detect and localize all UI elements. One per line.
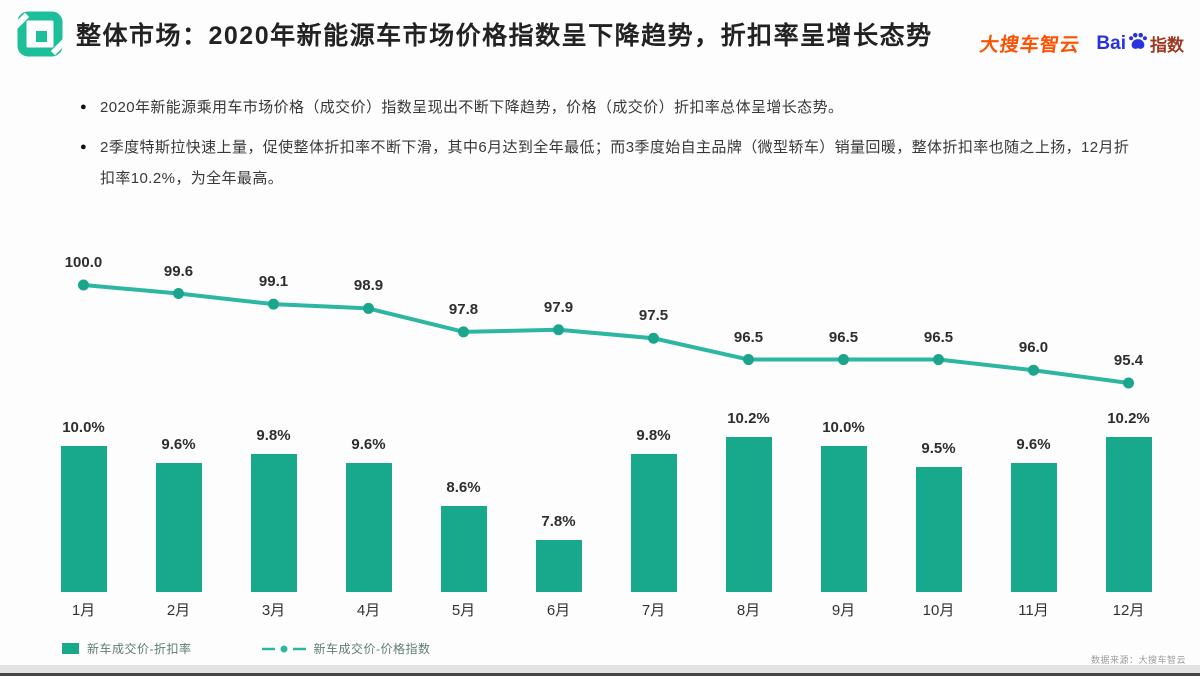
baidu-wordmark: Bai	[1096, 32, 1126, 54]
bar-value-label: 10.0%	[62, 419, 105, 436]
price-index-point	[458, 326, 469, 338]
baidu-index-logo: Bai 指数	[1096, 31, 1184, 56]
line-legend-swatch	[261, 644, 306, 654]
bullet-item: ● 2020年新能源乘用车市场价格（成交价）指数呈现出不断下降趋势，价格（成交价…	[78, 92, 1140, 123]
line-value-label: 99.6	[163, 262, 194, 280]
month-label: 7月	[641, 602, 666, 619]
dasouche-zhiyun-wordmark: 大搜车智云	[978, 35, 1082, 56]
discount-bar	[630, 454, 677, 592]
price-index-line	[78, 279, 1134, 389]
price-index-point	[1123, 377, 1134, 389]
line-value-label: 96.5	[828, 328, 859, 346]
bottom-edge	[0, 673, 1200, 676]
discount-bar	[915, 467, 962, 592]
discount-bar	[250, 454, 297, 592]
discount-bar	[1105, 437, 1152, 592]
month-label: 11月	[1018, 602, 1049, 619]
price-index-point	[78, 279, 89, 291]
baidu-paw-icon	[1128, 31, 1148, 56]
line-value-label: 97.5	[638, 307, 669, 325]
bar-value-label: 8.6%	[446, 479, 481, 496]
discount-bar	[155, 463, 202, 592]
month-label: 6月	[546, 602, 571, 619]
bar-value-label: 9.6%	[351, 436, 386, 453]
month-axis: 1月 2月 3月 4月 5月 6月 7月 8月 9月 10月 11月 12月	[36, 599, 1176, 621]
bar-value-label: 10.0%	[822, 419, 865, 436]
line-value-label: 95.4	[1113, 351, 1144, 369]
line-value-label: 96.5	[923, 328, 954, 346]
summary-bullets: ● 2020年新能源乘用车市场价格（成交价）指数呈现出不断下降趋势，价格（成交价…	[78, 92, 1140, 203]
month-label: 5月	[451, 602, 476, 619]
month-label: 12月	[1112, 602, 1145, 619]
discount-bar	[535, 540, 582, 592]
bar-value-label: 9.6%	[161, 436, 196, 453]
price-index-point	[933, 354, 944, 366]
month-label: 4月	[356, 602, 381, 619]
dasouche-logo-icon	[10, 10, 70, 58]
bullet-marker: ●	[80, 101, 88, 113]
price-index-point	[363, 302, 374, 314]
line-value-label: 96.0	[1018, 339, 1049, 357]
bullet-text: 2季度特斯拉快速上量，促使整体折扣率不断下滑，其中6月达到全年最低；而3季度始自…	[100, 139, 1130, 187]
line-legend-label: 新车成交价-价格指数	[313, 642, 431, 656]
bullet-item: ● 2季度特斯拉快速上量，促使整体折扣率不断下滑，其中6月达到全年最低；而3季度…	[78, 132, 1140, 194]
month-label: 8月	[736, 602, 761, 619]
price-index-point	[743, 354, 754, 366]
bar-value-label: 9.5%	[921, 440, 956, 457]
page-title: 整体市场：2020年新能源车市场价格指数呈下降趋势，折扣率呈增长态势	[76, 22, 933, 50]
discount-bar	[440, 506, 487, 592]
bar-legend-label: 新车成交价-折扣率	[87, 642, 192, 656]
month-label: 1月	[71, 602, 96, 619]
bottom-strip	[0, 665, 1200, 673]
legend-item-line: 新车成交价-价格指数	[261, 640, 431, 657]
price-index-point	[553, 324, 564, 336]
baidu-index-text: 指数	[1150, 36, 1184, 55]
discount-bar	[60, 446, 107, 592]
line-value-label: 100.0	[64, 254, 103, 271]
chart-legend: 新车成交价-折扣率 新车成交价-价格指数	[62, 640, 431, 657]
data-source-note: 数据来源：大搜车智云	[1090, 655, 1186, 665]
month-label: 9月	[831, 602, 856, 619]
month-label: 10月	[922, 602, 955, 619]
chart-plot: 10.0% 9.6% 9.8% 9.6% 8.6% 7.8% 9.8% 10.2% 10.0% 9…	[36, 250, 1176, 592]
line-value-label: 97.8	[448, 300, 479, 318]
discount-bar	[820, 446, 867, 592]
line-value-label: 98.9	[353, 277, 384, 295]
legend-item-bar: 新车成交价-折扣率	[62, 640, 192, 657]
price-index-point	[838, 354, 849, 366]
bar-value-label: 9.8%	[256, 427, 291, 444]
line-value-label: 96.5	[733, 328, 764, 346]
price-index-point	[1028, 364, 1039, 376]
bar-value-label: 9.6%	[1016, 436, 1051, 453]
brand-logos: 大搜车智云 Bai 指数	[978, 30, 1184, 57]
discount-bar	[1010, 463, 1057, 592]
discount-bar	[345, 463, 392, 592]
price-index-point	[173, 288, 184, 300]
bar-legend-swatch	[62, 643, 79, 654]
header: 整体市场：2020年新能源车市场价格指数呈下降趋势，折扣率呈增长态势	[10, 10, 933, 58]
bar-value-label: 10.2%	[727, 410, 770, 427]
month-label: 2月	[166, 602, 191, 619]
bar-value-label: 7.8%	[541, 513, 576, 530]
price-index-point	[648, 332, 659, 344]
month-label: 3月	[261, 602, 286, 619]
bullet-marker: ●	[80, 141, 88, 153]
bar-value-label: 10.2%	[1107, 410, 1150, 427]
line-value-label: 99.1	[258, 273, 289, 291]
bar-value-label: 9.8%	[636, 427, 671, 444]
bullet-text: 2020年新能源乘用车市场价格（成交价）指数呈现出不断下降趋势，价格（成交价）折…	[100, 99, 844, 116]
discount-bar	[725, 437, 772, 592]
line-value-label: 97.9	[543, 298, 574, 316]
price-index-point	[268, 298, 279, 310]
